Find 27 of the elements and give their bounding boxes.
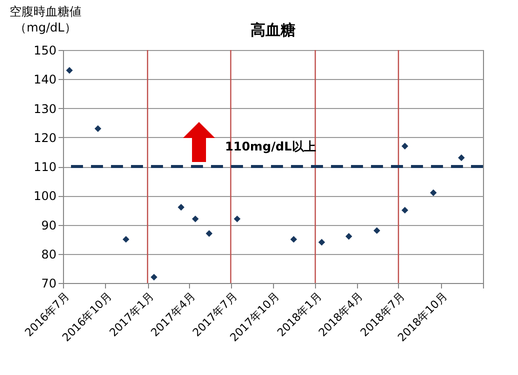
point [122, 236, 130, 243]
point [318, 238, 326, 246]
point [458, 154, 465, 162]
point [345, 233, 352, 240]
y-tick-label: 90 [41, 218, 56, 232]
point [150, 274, 158, 281]
y-tick-label: 80 [41, 247, 56, 262]
y-tick-label: 120 [34, 130, 56, 145]
y-tick-label: 130 [34, 102, 56, 116]
point [402, 206, 408, 214]
point [192, 216, 199, 222]
y-tick-label: 70 [41, 276, 56, 290]
y-tick-label: 100 [34, 189, 56, 204]
point [178, 204, 184, 211]
point [430, 189, 437, 196]
y-axis-title: 空腹時血糖値（mg/dL） [10, 4, 82, 34]
point [206, 230, 212, 237]
point [234, 216, 241, 222]
point [290, 236, 298, 243]
y-tick-label: 140 [34, 72, 56, 87]
chart-title: 高血糖 [250, 21, 296, 39]
point [402, 142, 408, 150]
y-tick-label: 150 [34, 44, 56, 58]
point [373, 227, 380, 234]
y-tick-label: 110 [34, 160, 56, 174]
point [66, 67, 73, 74]
point [94, 125, 102, 132]
